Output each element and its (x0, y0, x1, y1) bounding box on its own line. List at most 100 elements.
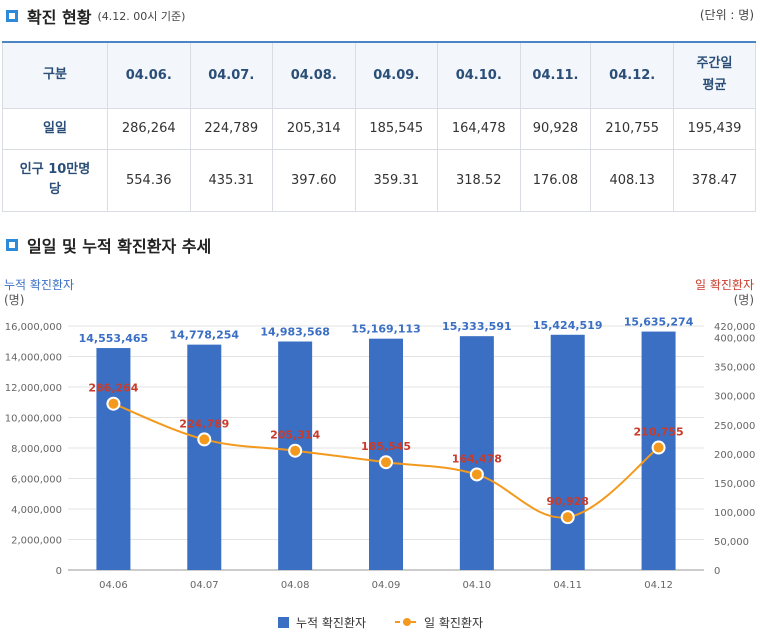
section-subtitle: (4.12. 00시 기준) (97, 10, 186, 23)
left-tick-label: 4,000,000 (11, 505, 62, 516)
left-tick-label: 14,000,000 (5, 353, 62, 364)
right-axis-title: 일 확진환자 (695, 278, 754, 292)
bar (187, 344, 222, 570)
x-tick-label: 04.09 (372, 580, 401, 591)
line-point (560, 510, 575, 525)
table-cell: 185,545 (354, 107, 438, 150)
row-label: 일일 (2, 107, 108, 150)
table-cell: 359.31 (354, 148, 438, 212)
line-value-label: 286,264 (88, 382, 138, 395)
left-tick-label: 6,000,000 (11, 475, 62, 486)
line-point (197, 432, 212, 447)
right-tick-label: 150,000 (714, 479, 755, 490)
x-tick-label: 04.10 (463, 580, 492, 591)
table-cell: 195,439 (673, 107, 756, 150)
table-header-row: 구분 04.06. 04.07. 04.08. 04.09. 04.10. 04… (2, 41, 756, 109)
bar-value-label: 14,553,465 (79, 332, 149, 345)
right-tick-label: 0 (714, 566, 720, 577)
table-cell: 210,755 (590, 107, 674, 150)
line-value-label: 164,478 (452, 452, 502, 465)
right-tick-label: 300,000 (714, 392, 755, 403)
x-tick-label: 04.07 (190, 580, 219, 591)
table-cell: 397.60 (272, 148, 356, 212)
table-cell: 224,789 (189, 107, 273, 150)
bar-value-label: 15,169,113 (351, 323, 421, 336)
table-header-cell: 구분 (2, 41, 108, 109)
line-point (106, 396, 121, 411)
x-tick-label: 04.06 (99, 580, 128, 591)
line-point (379, 455, 393, 470)
line-point (651, 440, 666, 455)
left-tick-label: 2,000,000 (11, 536, 62, 547)
bar-value-label: 15,424,519 (533, 319, 603, 332)
bar-value-label: 15,333,591 (442, 320, 512, 333)
x-tick-label: 04.11 (553, 580, 582, 591)
table-cell: 205,314 (272, 107, 356, 150)
bar (550, 334, 585, 570)
left-tick-label: 0 (56, 566, 62, 577)
status-table: 구분 04.06. 04.07. 04.08. 04.09. 04.10. 04… (2, 41, 756, 212)
table-header-cell: 04.12. (590, 41, 674, 109)
trend-chart: 누적 확진환자 (명) 일 확진환자 (명) 0 2,000,000 4,000,0… (4, 278, 755, 630)
table-cell: 554.36 (107, 148, 191, 212)
left-tick-label: 12,000,000 (5, 383, 62, 394)
table-cell: 435.31 (189, 148, 273, 212)
bar (96, 348, 131, 570)
chart-legend: 누적 확진환자 일 확진환자 (278, 616, 483, 630)
table-cell: 408.13 (590, 148, 674, 212)
table-header-cell: 주간일 평균 (673, 41, 756, 109)
table-row: 일일 286,264 224,789 205,314 185,545 164,4… (2, 107, 756, 150)
line-value-label: 224,789 (179, 417, 229, 430)
line-value-label: 185,545 (361, 440, 411, 453)
table-header-cell: 04.11. (519, 41, 592, 109)
table-header-cell: 04.09. (354, 41, 438, 109)
legend-swatch-marker (403, 618, 411, 626)
x-tick-label: 04.08 (281, 580, 310, 591)
bar-value-label: 14,983,568 (260, 326, 330, 339)
left-axis-title: 누적 확진환자 (4, 278, 74, 292)
section-title: 일일 및 누적 확진환자 추세 (27, 237, 212, 256)
row-label: 인구 10만명당 (2, 148, 108, 212)
table-cell: 286,264 (107, 107, 191, 150)
right-tick-label: 250,000 (714, 421, 755, 432)
bar (369, 338, 403, 570)
line-point (288, 443, 303, 458)
right-tick-label: 50,000 (714, 537, 749, 548)
table-cell: 90,928 (519, 107, 592, 150)
square-bullet-icon (6, 10, 18, 22)
line-value-label: 210,755 (634, 426, 684, 439)
section-header-status: 확진 현황 (4.12. 00시 기준) (6, 4, 185, 28)
section-header-trend: 일일 및 누적 확진환자 추세 (6, 233, 211, 257)
x-tick-label: 04.12 (644, 580, 673, 591)
table-cell: 164,478 (437, 107, 521, 150)
right-axis-unit: (명) (734, 293, 754, 307)
legend-label: 누적 확진환자 (296, 616, 366, 630)
table-cell: 176.08 (519, 148, 592, 212)
right-tick-label: 400,000 (714, 334, 755, 345)
line-value-label: 205,314 (270, 429, 320, 442)
line-value-label: 90,928 (546, 495, 588, 508)
unit-note: (단위 : 명) (699, 8, 754, 22)
square-bullet-icon (6, 239, 18, 251)
right-tick-label: 100,000 (714, 508, 755, 519)
legend-label: 일 확진환자 (424, 616, 483, 630)
left-tick-label: 8,000,000 (11, 444, 62, 455)
table-row: 인구 10만명당 554.36 435.31 397.60 359.31 318… (2, 148, 756, 212)
table-header-cell: 04.08. (272, 41, 356, 109)
right-tick-label: 200,000 (714, 450, 755, 461)
table-header-cell: 04.10. (437, 41, 521, 109)
bar-value-label: 14,778,254 (169, 329, 239, 342)
legend-swatch-bar (278, 617, 289, 628)
right-tick-label: 420,000 (714, 322, 755, 333)
section-title: 확진 현황 (27, 8, 92, 27)
table-header-cell: 04.07. (189, 41, 273, 109)
table-cell: 318.52 (437, 148, 521, 212)
bar-value-label: 15,635,274 (624, 316, 694, 329)
bar (459, 336, 494, 570)
table-cell: 378.47 (673, 148, 756, 212)
left-tick-label: 10,000,000 (5, 414, 62, 425)
left-tick-label: 16,000,000 (5, 322, 62, 333)
table-header-cell: 04.06. (107, 41, 191, 109)
right-tick-label: 350,000 (714, 363, 755, 374)
line-point (469, 467, 484, 482)
